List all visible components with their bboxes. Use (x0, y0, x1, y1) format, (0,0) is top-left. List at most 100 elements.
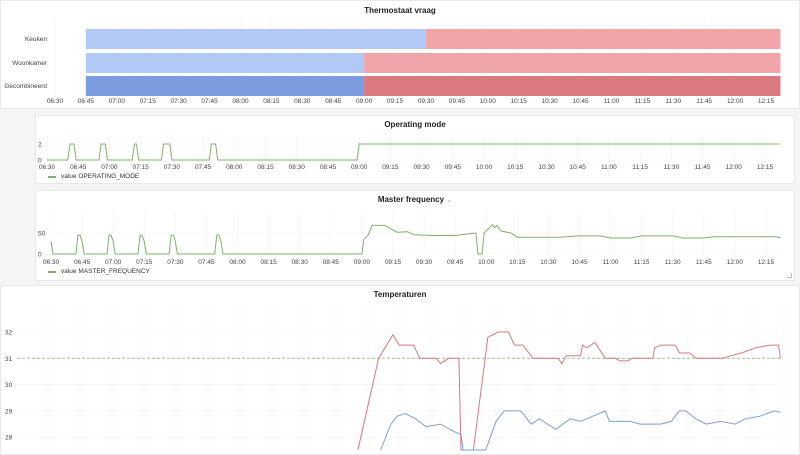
x-tick-label: 08:45 (323, 259, 340, 266)
x-tick-label: 06:30 (47, 98, 64, 105)
legend-swatch (48, 175, 56, 178)
state-segment (364, 53, 781, 73)
x-tick-label: 11:30 (663, 164, 679, 171)
x-tick-label: 08:45 (320, 164, 337, 171)
x-tick-label: 07:45 (198, 259, 215, 266)
panel-operating-mode: Operating mode value OPERATING_MODE (35, 115, 795, 184)
x-tick-label: 07:00 (101, 164, 118, 171)
x-tick-label: 07:30 (171, 98, 188, 105)
x-tick-label: 08:00 (232, 98, 249, 105)
x-tick-label: 10:15 (511, 98, 528, 105)
state-segment (85, 53, 365, 73)
x-tick-label: 09:15 (385, 259, 402, 266)
x-tick-label: 12:15 (758, 259, 775, 266)
x-tick-label: 11:15 (634, 98, 650, 105)
y-tick-label: 29 (5, 408, 13, 415)
x-tick-label: 10:45 (572, 98, 589, 105)
row-label: Woonkamer (12, 60, 48, 67)
x-tick-label: 09:30 (416, 259, 433, 266)
series-line (50, 223, 781, 255)
x-tick-label: 10:30 (538, 164, 555, 171)
x-tick-label: 12:00 (727, 98, 744, 105)
panel-title[interactable]: Master frequency ⌄ (36, 195, 794, 204)
x-tick-label: 10:00 (478, 259, 495, 266)
y-tick-label: 0 (38, 158, 42, 165)
legend-item[interactable]: value MASTER_FREQUENCY (48, 268, 150, 275)
y-tick-label: 0 (38, 252, 42, 259)
panel-title[interactable]: Temperaturen (373, 290, 427, 299)
x-tick-label: 07:45 (201, 98, 218, 105)
x-tick-label: 12:00 (727, 259, 744, 266)
x-tick-label: 09:00 (354, 259, 371, 266)
x-tick-label: 10:30 (540, 259, 557, 266)
x-tick-label: 07:15 (133, 164, 150, 171)
x-tick-label: 09:45 (447, 259, 464, 266)
x-tick-label: 09:15 (382, 164, 399, 171)
x-tick-label: 11:45 (696, 98, 712, 105)
x-tick-label: 06:30 (43, 259, 60, 266)
x-tick-label: 11:30 (665, 98, 681, 105)
x-tick-label: 07:15 (140, 98, 157, 105)
legend-item[interactable]: value OPERATING_MODE (48, 173, 139, 180)
row-label: Keuken (25, 36, 47, 43)
panel-title[interactable]: Thermostaat vraag (364, 6, 436, 15)
x-tick-label: 06:45 (78, 98, 95, 105)
x-tick-label: 09:00 (356, 98, 373, 105)
panel-title[interactable]: Operating mode (384, 120, 446, 129)
x-tick-label: 07:30 (167, 259, 184, 266)
y-tick-label: 50 (38, 231, 46, 238)
chevron-down-icon[interactable]: ⌄ (446, 197, 453, 204)
x-tick-label: 10:00 (476, 164, 493, 171)
x-tick-label: 08:45 (325, 98, 342, 105)
x-tick-label: 08:30 (289, 164, 306, 171)
x-tick-label: 12:00 (726, 164, 743, 171)
series-line (47, 143, 780, 161)
x-tick-label: 11:00 (604, 98, 620, 105)
legend-label: value MASTER_FREQUENCY (61, 268, 150, 275)
x-tick-label: 10:45 (570, 164, 587, 171)
state-segment (425, 29, 781, 49)
panel-title-text: Master frequency (377, 195, 445, 204)
x-tick-label: 10:00 (480, 98, 497, 105)
x-tick-label: 07:00 (105, 259, 122, 266)
x-tick-label: 09:30 (413, 164, 430, 171)
y-tick-label: 30 (5, 382, 13, 389)
x-tick-label: 08:30 (292, 259, 309, 266)
state-segment (85, 29, 426, 49)
x-tick-label: 07:45 (195, 164, 212, 171)
resize-handle[interactable] (787, 273, 792, 278)
state-segment (85, 76, 365, 96)
x-tick-label: 08:15 (257, 164, 274, 171)
x-tick-label: 11:15 (632, 164, 648, 171)
x-tick-label: 07:00 (109, 98, 126, 105)
x-tick-label: 09:30 (418, 98, 435, 105)
x-tick-label: 11:00 (601, 164, 617, 171)
x-tick-label: 10:15 (509, 259, 526, 266)
y-tick-label: 31 (5, 356, 13, 363)
x-tick-label: 08:15 (260, 259, 277, 266)
x-tick-label: 12:15 (757, 164, 774, 171)
x-tick-label: 12:15 (758, 98, 775, 105)
x-tick-label: 11:45 (696, 259, 712, 266)
y-tick-label: 32 (5, 330, 13, 337)
x-tick-label: 08:15 (263, 98, 280, 105)
x-tick-label: 09:00 (351, 164, 368, 171)
x-tick-label: 06:30 (39, 164, 56, 171)
legend-label: value OPERATING_MODE (61, 173, 140, 180)
x-tick-label: 08:00 (229, 259, 246, 266)
row-label: Gecombineerd (4, 83, 47, 90)
legend-swatch (48, 270, 56, 273)
x-tick-label: 09:15 (387, 98, 404, 105)
x-tick-label: 06:45 (70, 164, 87, 171)
x-tick-label: 10:15 (507, 164, 524, 171)
series-line (380, 410, 781, 451)
x-tick-label: 11:30 (665, 259, 681, 266)
x-tick-label: 11:45 (695, 164, 711, 171)
x-tick-label: 09:45 (445, 164, 462, 171)
y-tick-label: 28 (5, 435, 13, 442)
x-tick-label: 10:45 (571, 259, 588, 266)
x-tick-label: 09:45 (449, 98, 466, 105)
x-tick-label: 07:30 (164, 164, 181, 171)
x-tick-label: 11:00 (603, 259, 619, 266)
